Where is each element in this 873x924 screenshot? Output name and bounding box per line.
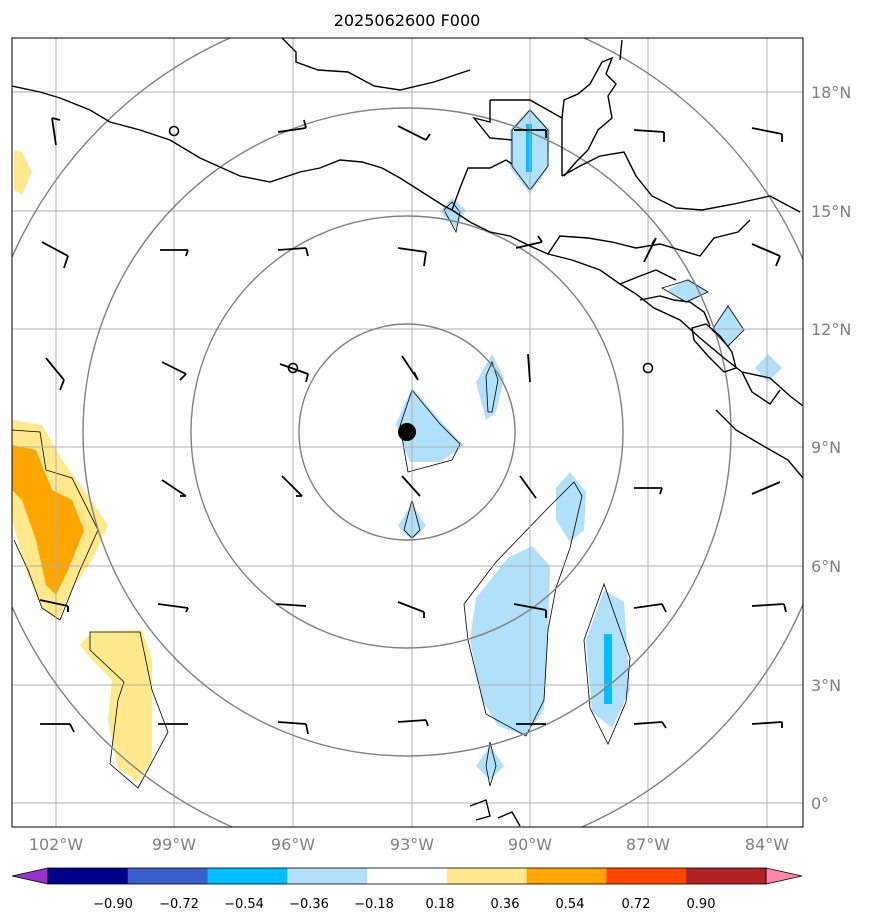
colorbar-segment (367, 868, 448, 884)
colorbar-segment (446, 868, 528, 884)
colorbar-tick: −0.90 (93, 897, 133, 912)
lat-label-0: 0° (811, 794, 829, 813)
colorbar-extend-max (765, 867, 803, 885)
colorbar-segment (287, 868, 368, 884)
colorbar-segment (207, 868, 288, 884)
lat-label-6n: 6°N (811, 557, 841, 576)
colorbar-tick: −0.72 (159, 897, 199, 912)
latitude-labels: 18°N 15°N 12°N 9°N 6°N 3°N 0° (811, 83, 851, 813)
colorbar-segment (48, 868, 129, 884)
longitude-labels: 102°W 99°W 96°W 93°W 90°W 87°W 84°W (29, 835, 789, 854)
colorbar-extend-min (11, 867, 49, 885)
contour-fills (12, 108, 782, 782)
colorbar-frame (47, 867, 767, 885)
lon-label-90w: 90°W (508, 835, 552, 854)
colorbar-tick: 0.36 (491, 897, 520, 912)
lat-label-15n: 15°N (811, 202, 851, 221)
lat-label-3n: 3°N (811, 676, 841, 695)
map-frame (11, 37, 804, 828)
range-rings (12, 38, 803, 827)
colorbar-tick: −0.36 (289, 897, 329, 912)
lat-lon-grid (12, 38, 803, 827)
colorbar-segment (686, 868, 767, 884)
lon-label-99w: 99°W (152, 835, 196, 854)
colorbar-segment (526, 868, 607, 884)
lon-label-93w: 93°W (390, 835, 434, 854)
lon-label-84w: 84°W (745, 835, 789, 854)
colorbar-tick: 0.18 (426, 897, 455, 912)
colorbar-tick: −0.54 (224, 897, 264, 912)
lat-label-9n: 9°N (811, 438, 841, 457)
calm-wind-markers (168, 125, 654, 374)
storm-center-dot (398, 423, 416, 441)
lon-label-87w: 87°W (626, 835, 670, 854)
map-title: 2025062600 F000 (334, 11, 481, 30)
colorbar-segment (127, 868, 209, 884)
colorbar-tick-labels: −0.90 −0.72 −0.54 −0.36 −0.18 0.18 0.36 … (93, 897, 715, 912)
colorbar-tick: 0.72 (622, 897, 651, 912)
lon-label-102w: 102°W (29, 835, 84, 854)
lon-label-96w: 96°W (271, 835, 315, 854)
colorbar-segment (606, 868, 687, 884)
colorbar: −0.90 −0.72 −0.54 −0.36 −0.18 0.18 0.36 … (11, 867, 803, 912)
colorbar-segments (11, 867, 803, 885)
colorbar-tick: 0.90 (687, 897, 716, 912)
lat-label-12n: 12°N (811, 320, 851, 339)
lat-label-18n: 18°N (811, 83, 851, 102)
colorbar-tick: 0.54 (556, 897, 585, 912)
colorbar-tick: −0.18 (354, 897, 394, 912)
wind-barbs (39, 117, 787, 735)
coastlines (12, 38, 803, 827)
